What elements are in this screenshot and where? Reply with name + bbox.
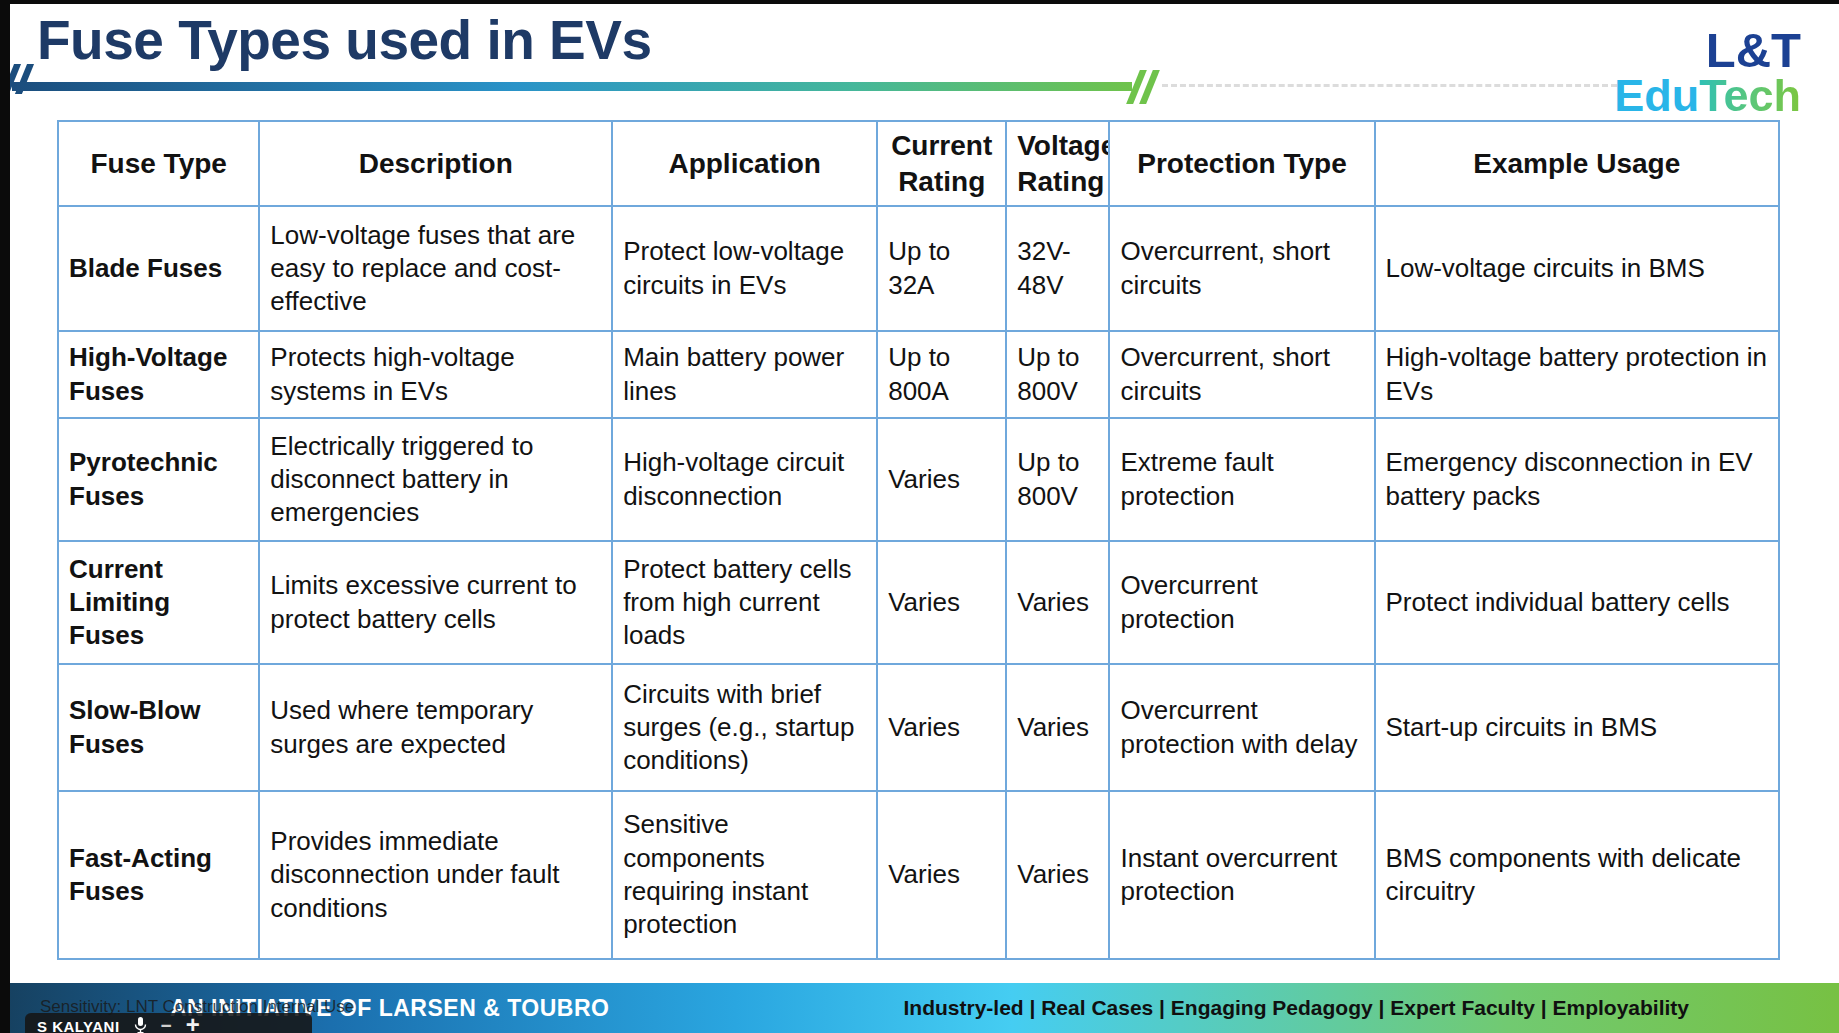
table-row: Fast-Acting Fuses Provides immediate dis… (58, 791, 1779, 959)
table-cell: Varies (877, 791, 1006, 959)
table-cell: Overcurrent, short circuits (1109, 331, 1374, 418)
table-row: Pyrotechnic Fuses Electrically triggered… (58, 418, 1779, 541)
column-header-fuse-type: Fuse Type (58, 121, 259, 206)
microphone-icon[interactable] (134, 1017, 147, 1033)
table-cell: Low-voltage circuits in BMS (1375, 206, 1779, 331)
table-cell: Protect low-voltage circuits in EVs (612, 206, 877, 331)
table-cell: Varies (877, 664, 1006, 791)
table-cell: Provides immediate disconnection under f… (259, 791, 612, 959)
slide: Fuse Types used in EVs L&T EduTech Fuse … (0, 0, 1839, 1033)
table-cell: Varies (1006, 541, 1109, 664)
table-cell: BMS components with delicate circuitry (1375, 791, 1779, 959)
table-cell: Extreme fault protection (1109, 418, 1374, 541)
column-header-example-usage: Example Usage (1375, 121, 1779, 206)
logo-edutech-text: EduTech (1614, 74, 1801, 118)
table-cell: Circuits with brief surges (e.g., startu… (612, 664, 877, 791)
title-underline (12, 82, 1132, 91)
table-row: Slow-Blow Fuses Used where temporary sur… (58, 664, 1779, 791)
table-cell: High-Voltage Fuses (58, 331, 259, 418)
table-cell: Overcurrent protection (1109, 541, 1374, 664)
table-cell: Protects high-voltage systems in EVs (259, 331, 612, 418)
table-cell: Fast-Acting Fuses (58, 791, 259, 959)
column-header-application: Application (612, 121, 877, 206)
table-cell: Limits excessive current to protect batt… (259, 541, 612, 664)
table-cell: Emergency disconnection in EV battery pa… (1375, 418, 1779, 541)
table-cell: Pyrotechnic Fuses (58, 418, 259, 541)
table-cell: Start-up circuits in BMS (1375, 664, 1779, 791)
footer-tagline-text: Industry-led | Real Cases | Engaging Ped… (903, 983, 1689, 1033)
table-cell: Overcurrent, short circuits (1109, 206, 1374, 331)
fuse-types-table: Fuse Type Description Application Curren… (57, 120, 1780, 960)
table-header-row: Fuse Type Description Application Curren… (58, 121, 1779, 206)
table-cell: Sensitive components requiring instant p… (612, 791, 877, 959)
dotted-trail-line (1162, 84, 1617, 87)
table-cell: Blade Fuses (58, 206, 259, 331)
table-cell: 32V-48V (1006, 206, 1109, 331)
presenter-name: S KALYANI (37, 1017, 120, 1033)
table-cell: High-voltage battery protection in EVs (1375, 331, 1779, 418)
table-cell: Up to 800V (1006, 331, 1109, 418)
logo-lt-text: L&T (1614, 26, 1801, 74)
table-cell: Current Limiting Fuses (58, 541, 259, 664)
table-cell: Protect battery cells from high current … (612, 541, 877, 664)
table-cell: Main battery power lines (612, 331, 877, 418)
column-header-protection-type: Protection Type (1109, 121, 1374, 206)
underline-end-slashes (1133, 70, 1159, 104)
screen-edge-top (0, 0, 1839, 4)
zoom-in-button[interactable]: + (186, 1017, 200, 1033)
lt-edutech-logo: L&T EduTech (1614, 26, 1801, 118)
column-header-current-rating: Current Rating (877, 121, 1006, 206)
table-cell: Instant overcurrent protection (1109, 791, 1374, 959)
table-row: Current Limiting Fuses Limits excessive … (58, 541, 1779, 664)
presenter-name-tag: S KALYANI − + (25, 1013, 312, 1033)
table-cell: Up to 800A (877, 331, 1006, 418)
table-cell: Electrically triggered to disconnect bat… (259, 418, 612, 541)
table-cell: Varies (877, 541, 1006, 664)
table-cell: Up to 32A (877, 206, 1006, 331)
table-row: Blade Fuses Low-voltage fuses that are e… (58, 206, 1779, 331)
table-cell: High-voltage circuit disconnection (612, 418, 877, 541)
zoom-out-button[interactable]: − (161, 1017, 172, 1033)
table-cell: Varies (1006, 664, 1109, 791)
page-title: Fuse Types used in EVs (37, 8, 652, 72)
table-cell: Low-voltage fuses that are easy to repla… (259, 206, 612, 331)
table-cell: Varies (877, 418, 1006, 541)
screen-edge-left (0, 0, 10, 1033)
table-cell: Used where temporary surges are expected (259, 664, 612, 791)
column-header-voltage-rating: Voltage Rating (1006, 121, 1109, 206)
table-cell: Up to 800V (1006, 418, 1109, 541)
table-cell: Overcurrent protection with delay (1109, 664, 1374, 791)
table-row: High-Voltage Fuses Protects high-voltage… (58, 331, 1779, 418)
column-header-description: Description (259, 121, 612, 206)
table-cell: Slow-Blow Fuses (58, 664, 259, 791)
table-cell: Varies (1006, 791, 1109, 959)
table-cell: Protect individual battery cells (1375, 541, 1779, 664)
